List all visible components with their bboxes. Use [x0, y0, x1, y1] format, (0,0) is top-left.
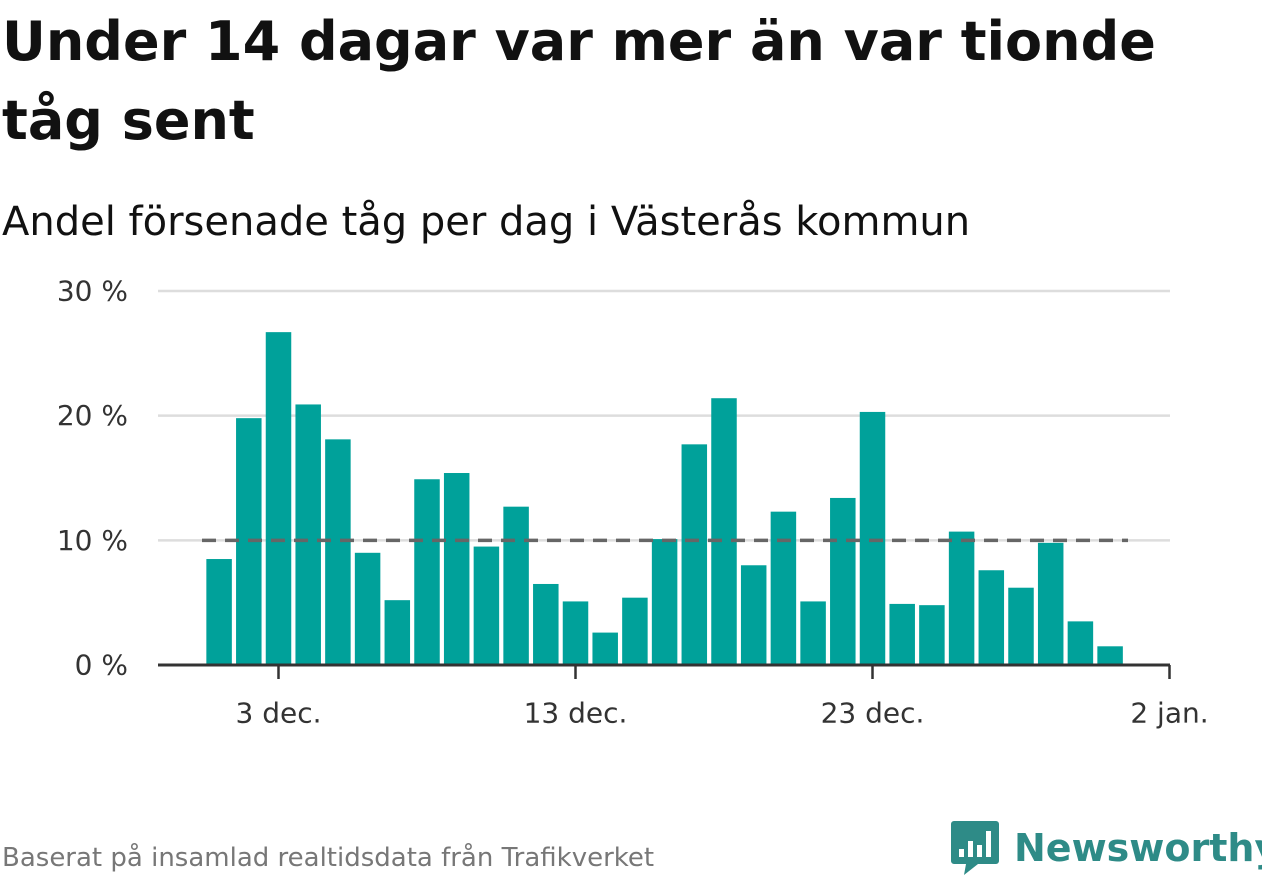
x-tick-label: 13 dec.	[524, 697, 628, 730]
x-tick-label: 3 dec.	[235, 697, 321, 730]
bar	[622, 597, 648, 665]
bar	[889, 603, 915, 665]
bar	[562, 601, 589, 665]
x-tick-label: 23 dec.	[821, 697, 925, 730]
bar	[651, 539, 678, 665]
bar	[1037, 542, 1064, 665]
y-tick-label: 20 %	[57, 399, 128, 432]
y-tick-label: 30 %	[57, 275, 128, 308]
bar	[1097, 646, 1123, 665]
brand-name: Newsworthy	[1014, 826, 1262, 870]
chart-title: Under 14 dagar var mer än var tionde tåg…	[2, 10, 1156, 152]
bar	[800, 601, 826, 665]
bar	[325, 439, 351, 665]
x-tick-label: 2 jan.	[1130, 697, 1208, 730]
bar	[830, 497, 856, 665]
bar	[414, 479, 440, 665]
bar	[592, 632, 618, 665]
y-tick-label: 10 %	[57, 524, 128, 557]
newsworthy-logo-icon	[951, 821, 999, 875]
bar	[384, 600, 411, 665]
bar	[948, 531, 975, 665]
bar	[1067, 621, 1094, 665]
bar	[770, 511, 797, 665]
bar	[354, 552, 381, 665]
bar	[681, 444, 708, 665]
brand: Newsworthy	[950, 818, 1262, 878]
y-axis-ticks: 0 % 10 % 20 % 30 %	[57, 275, 128, 682]
x-axis-ticks: 3 dec. 13 dec. 23 dec. 2 jan.	[235, 665, 1209, 730]
source-note: Baserat på insamlad realtidsdata från Tr…	[2, 843, 655, 873]
bar	[295, 404, 321, 665]
chart-subtitle: Andel försenade tåg per dag i Västerås k…	[2, 199, 971, 245]
bar	[978, 570, 1005, 665]
bar-chart: 0 % 10 % 20 % 30 % 3 dec. 13 dec. 23 dec. 2 ja…	[57, 275, 1209, 730]
bars	[206, 332, 1123, 665]
bar	[533, 583, 559, 665]
y-tick-label: 0 %	[75, 649, 128, 682]
bar	[711, 398, 737, 665]
bar	[1008, 587, 1034, 665]
bar	[919, 605, 945, 665]
bar	[443, 473, 470, 665]
bar	[473, 546, 500, 665]
bar	[740, 565, 767, 665]
bar	[859, 411, 886, 665]
bar	[206, 559, 232, 665]
bar	[265, 332, 292, 665]
bar	[503, 506, 529, 665]
